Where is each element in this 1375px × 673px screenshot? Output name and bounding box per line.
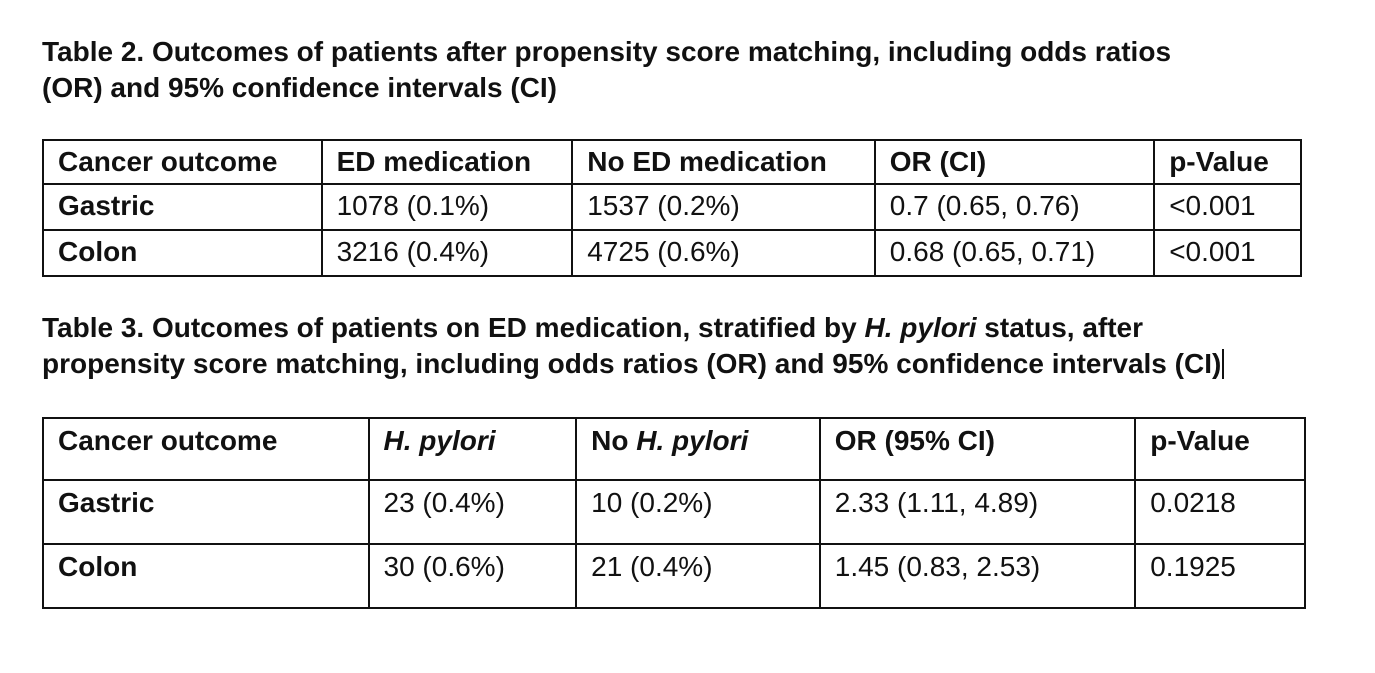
table-2-cell-ed: 1078 (0.1%) xyxy=(320,183,574,231)
table-2-cell-outcome: Colon xyxy=(42,229,323,277)
table-2-cell-no-ed: 1537 (0.2%) xyxy=(571,183,876,231)
table-2-cell-or: 0.7 (0.65, 0.76) xyxy=(873,183,1156,231)
table-3-cell-no-h-pylori: 21 (0.4%) xyxy=(575,543,821,609)
table-row: Gastric 1078 (0.1%) 1537 (0.2%) 0.7 (0.6… xyxy=(42,183,1302,231)
table-2-cell-p: <0.001 xyxy=(1153,183,1302,231)
table-3-header-row: Cancer outcome H. pylori No H. pylori OR… xyxy=(42,417,1306,481)
table-3-header-no-h-pylori: No H. pylori xyxy=(575,417,821,481)
table-3-header-p-value: p-Value xyxy=(1134,417,1306,481)
table-2: Cancer outcome ED medication No ED medic… xyxy=(42,139,1302,277)
table-3-header-h-pylori: H. pylori xyxy=(367,417,578,481)
table-2-header-no-ed-medication: No ED medication xyxy=(571,139,876,185)
table-3-header-h-pylori-text: H. pylori xyxy=(383,425,496,456)
table-3-cell-p: 0.1925 xyxy=(1134,543,1306,609)
table-3-caption-part-2: status, after xyxy=(976,312,1144,343)
table-3-caption-italic: H. pylori xyxy=(864,312,977,343)
table-2-cell-p: <0.001 xyxy=(1153,229,1302,277)
table-2-cell-no-ed: 4725 (0.6%) xyxy=(571,229,876,277)
table-2-cell-or: 0.68 (0.65, 0.71) xyxy=(873,229,1156,277)
table-3-header-no-italic: H. pylori xyxy=(636,425,749,456)
table-3-cell-no-h-pylori: 10 (0.2%) xyxy=(575,479,821,545)
table-3-cell-h-pylori: 30 (0.6%) xyxy=(367,543,578,609)
table-2-caption-line-1: Table 2. Outcomes of patients after prop… xyxy=(42,36,1172,67)
table-3-caption: Table 3. Outcomes of patients on ED medi… xyxy=(42,310,1225,382)
text-cursor xyxy=(1222,349,1225,379)
table-3-cell-p: 0.0218 xyxy=(1134,479,1306,545)
table-2-cell-ed: 3216 (0.4%) xyxy=(320,229,574,277)
table-3-header-or-95-ci: OR (95% CI) xyxy=(818,417,1137,481)
table-3-cell-outcome: Colon xyxy=(42,543,370,609)
table-row: Colon 3216 (0.4%) 4725 (0.6%) 0.68 (0.65… xyxy=(42,229,1302,277)
table-3-cell-or: 1.45 (0.83, 2.53) xyxy=(818,543,1137,609)
table-3-cell-outcome: Gastric xyxy=(42,479,370,545)
table-2-cell-outcome: Gastric xyxy=(42,183,323,231)
table-row: Colon 30 (0.6%) 21 (0.4%) 1.45 (0.83, 2.… xyxy=(42,543,1306,609)
table-2-header-row: Cancer outcome ED medication No ED medic… xyxy=(42,139,1302,185)
table-3-caption-line-2: propensity score matching, including odd… xyxy=(42,348,1222,379)
table-2-header-or-ci: OR (CI) xyxy=(873,139,1156,185)
table-3-header-no-prefix: No xyxy=(591,425,637,456)
table-2-header-p-value: p-Value xyxy=(1153,139,1302,185)
table-3-caption-part-1: Table 3. Outcomes of patients on ED medi… xyxy=(42,312,865,343)
table-3: Cancer outcome H. pylori No H. pylori OR… xyxy=(42,417,1306,609)
table-row: Gastric 23 (0.4%) 10 (0.2%) 2.33 (1.11, … xyxy=(42,479,1306,545)
table-2-caption-line-2: (OR) and 95% confidence intervals (CI) xyxy=(42,72,557,103)
table-3-cell-or: 2.33 (1.11, 4.89) xyxy=(818,479,1137,545)
table-2-header-ed-medication: ED medication xyxy=(320,139,574,185)
table-3-header-cancer-outcome: Cancer outcome xyxy=(42,417,370,481)
table-3-cell-h-pylori: 23 (0.4%) xyxy=(367,479,578,545)
table-2-caption: Table 2. Outcomes of patients after prop… xyxy=(42,34,1171,106)
table-2-header-cancer-outcome: Cancer outcome xyxy=(42,139,323,185)
